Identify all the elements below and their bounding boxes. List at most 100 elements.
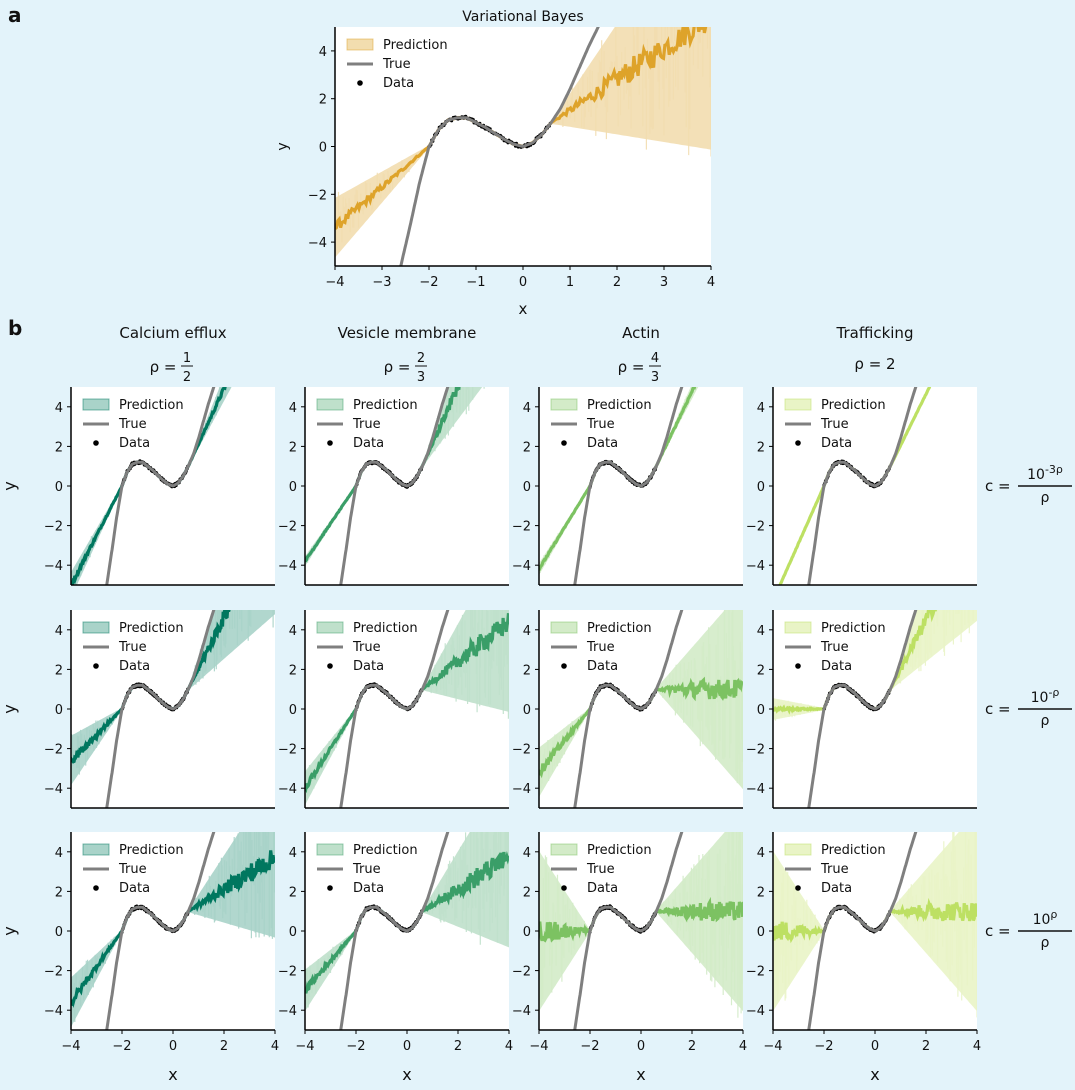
panel-b-r1-c2-legend-prediction-swatch (550, 621, 578, 634)
panel-b-r1-c3-legend-true-label: True (820, 640, 849, 655)
panel-b-r2-c1-legend-true-label: True (352, 862, 381, 877)
panel-b-r2-c0-legend-true-label: True (118, 862, 147, 877)
panel-b-r2-c2-y-tick-label: −2 (512, 965, 531, 980)
panel-b-r0-c0-legend-data-swatch (93, 440, 99, 446)
panel-b-r2-c0-x-tick-label: 2 (220, 1039, 228, 1054)
panel-a-prediction-samples (335, 27, 711, 243)
panel-a-x-tick-label: −3 (372, 275, 391, 290)
row-label-denominator: ρ (1041, 713, 1050, 729)
panel-b-r2-c2-true-curve (573, 832, 684, 1030)
panel-b-r0-c0-y-tick-label: 2 (55, 440, 63, 455)
panel-b-r2-c0-y-label: y (0, 926, 19, 935)
panel-b-r2-c1-y-tick-label: −2 (278, 965, 297, 980)
panel-b-r1-c0-y-tick-label: 0 (55, 703, 63, 718)
panel-b-r2-c3-legend-data-label: Data (821, 881, 852, 896)
panel-b-r0-c3-true-curve (807, 387, 918, 585)
panel-b-r1-c0-prediction-band (71, 610, 275, 786)
panel-b-r1-c3-y-tick-label: −4 (746, 782, 765, 797)
panel-a-x-tick-label: 4 (707, 275, 715, 290)
panel-b-r0-c3-y-tick-label: 4 (757, 401, 765, 416)
panel-b-r2-c3-x-tick-label: 4 (973, 1039, 981, 1054)
panel-b-r1-c1-y-tick-label: −4 (278, 782, 297, 797)
panel-b-r0-c2-y-tick-label: 2 (523, 440, 531, 455)
panel-b-r2-c3-legend-data-swatch (795, 885, 801, 891)
panel-b-r2-c3-y-tick-label: −2 (746, 965, 765, 980)
panel-b-r0-c0-legend-true-label: True (118, 417, 147, 432)
panel-a-y-label: y (275, 142, 291, 150)
panel-b-r1-c2-legend-data-swatch (561, 663, 567, 669)
column-title: Actin (622, 324, 660, 342)
panel-b-r2-c2-x-tick-label: −4 (529, 1039, 548, 1054)
panel-b-r2-c0-legend-data-label: Data (119, 881, 150, 896)
panel-b-r1-c3-legend-data-label: Data (821, 659, 852, 674)
panel-b-r1-c2-legend-true-label: True (586, 640, 615, 655)
panel-b-r0-c1-y-tick-label: 2 (289, 440, 297, 455)
panel-b-r2-c1-x-tick-label: −4 (295, 1039, 314, 1054)
panel-b-r1-c0-legend-data-swatch (93, 663, 99, 669)
panel-b-r2-c0-legend-prediction-swatch (82, 843, 110, 856)
panel-b-r1-c1-legend-prediction-swatch (316, 621, 344, 634)
panel-b-r1-c0-true-curve (105, 610, 216, 808)
panel-b-r0-c1-legend-data-label: Data (353, 436, 384, 451)
panel-b-r2-c1-x-tick-label: 2 (454, 1039, 462, 1054)
panel-b-r2-c3-prediction-band (773, 832, 977, 1012)
panel-b-r0-c0-true-curve (105, 387, 216, 585)
panel-b-r0-c2-legend-data-label: Data (587, 436, 618, 451)
column-rho: ρ = 2 (854, 355, 895, 373)
panel-b-r2-c1-x-tick-label: 4 (505, 1039, 513, 1054)
panel-b-r2-c0-x-tick-label: −4 (61, 1039, 80, 1054)
panel-b-r1-c2-y-tick-label: 4 (523, 624, 531, 639)
panel-b-r2-c3-x-tick-label: 2 (922, 1039, 930, 1054)
row-label-prefix: c = (985, 700, 1011, 718)
panel-b-r1-c1-y-tick-label: 4 (289, 624, 297, 639)
panel-b-r2-c1-legend-data-swatch (327, 885, 333, 891)
panel-b-r2-c1-x-tick-label: −2 (346, 1039, 365, 1054)
panel-b-r2-c0-y-tick-label: 2 (55, 885, 63, 900)
panel-b-r2-c3-legend-prediction-label: Prediction (821, 843, 886, 858)
panel-a-y-tick-label: 2 (319, 93, 327, 108)
panel-b-r0-c1-y-tick-label: 0 (289, 480, 297, 495)
panel-b-r0-c3-legend-prediction-swatch (784, 398, 812, 411)
panel-b-r1-c1-legend-data-swatch (327, 663, 333, 669)
panel-b-r1-c3-legend-data-swatch (795, 663, 801, 669)
panel-a-x-label: x (519, 300, 528, 318)
panel-b-r2-c0-true-curve (105, 832, 216, 1030)
panel-b-r1-c0-y-tick-label: 2 (55, 663, 63, 678)
panel-b-r0-c1-legend-prediction-swatch (316, 398, 344, 411)
panel-b-r0-c0-y-tick-label: −4 (44, 559, 63, 574)
panel-b-r2-c0-y-tick-label: 0 (55, 925, 63, 940)
panel-b-r2-c3-x-label: x (870, 1065, 879, 1084)
column-rho-denominator: 2 (183, 370, 191, 385)
panel-a-title: Variational Bayes (462, 9, 583, 25)
panel-b-r1-c3-legend-prediction-swatch (784, 621, 812, 634)
row-label-prefix: c = (985, 922, 1011, 940)
panel-b-r2-c0-legend-prediction-label: Prediction (119, 843, 184, 858)
panel-b-r2-c2-y-tick-label: 0 (523, 925, 531, 940)
panel-b-r2-c0-x-tick-label: 4 (271, 1039, 279, 1054)
panel-b-r0-c2-legend-prediction-label: Prediction (587, 398, 652, 413)
panel-b-r2-c2-legend-true-label: True (586, 862, 615, 877)
column-rho-denominator: 3 (417, 370, 425, 385)
panel-b-r0-c0-y-label: y (0, 481, 19, 490)
panel-b-r1-c1-legend-true-label: True (352, 640, 381, 655)
panel-b-r2-c1-y-tick-label: 2 (289, 885, 297, 900)
panel-b-r2-c3-x-tick-label: −4 (763, 1039, 782, 1054)
panel-b-r2-c2-legend-prediction-label: Prediction (587, 843, 652, 858)
panel-b-r2-c0-y-tick-label: −2 (44, 965, 63, 980)
panel-a-x-tick-label: 0 (519, 275, 527, 290)
panel-b-grid: −4 −2 0 2 4 y Prediction True Data −4 −2 0 2 4 Predict… (0, 387, 981, 1084)
panel-b-r2-c3-y-tick-label: −4 (746, 1004, 765, 1019)
panel-b-r0-c2-y-tick-label: 4 (523, 401, 531, 416)
panel-b-r2-c1-x-tick-label: 0 (403, 1039, 411, 1054)
panel-b-r1-c0-legend-prediction-swatch (82, 621, 110, 634)
panel-b-r2-c2-x-tick-label: 4 (739, 1039, 747, 1054)
panel-b-r0-c3-y-tick-label: −2 (746, 520, 765, 535)
column-rho-prefix: ρ = (618, 358, 645, 376)
panel-b-r1-c1-legend-prediction-label: Prediction (353, 621, 418, 636)
panel-b-r2-c2-y-tick-label: −4 (512, 1004, 531, 1019)
panel-a-plot: −4 −2 0 2 4 −4 −3 −2 −1 0 1 2 3 4 x y Prediction True Data (275, 27, 715, 318)
panel-b-r1-c1-y-tick-label: 2 (289, 663, 297, 678)
panel-b-r0-c1-y-tick-label: −2 (278, 520, 297, 535)
panel-b-r2-c3-x-tick-label: −2 (814, 1039, 833, 1054)
column-headers: Calcium efflux ρ = 1 2 Vesicle membrane ρ = … (119, 324, 913, 385)
